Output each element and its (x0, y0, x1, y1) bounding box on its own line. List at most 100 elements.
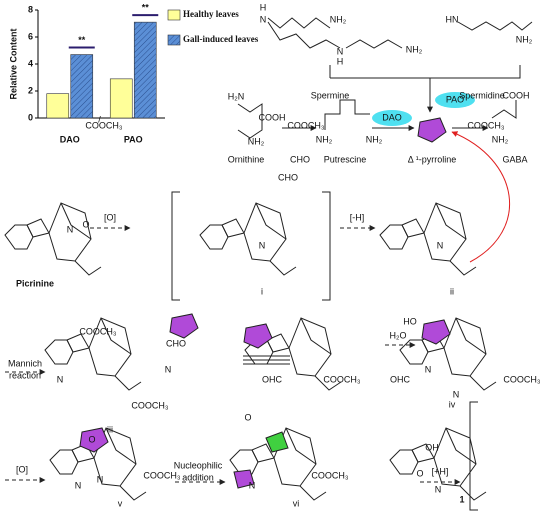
atom-label: COOH (503, 90, 530, 100)
label: 1 (459, 494, 464, 504)
enzyme-bubble (435, 92, 475, 108)
label: iv (449, 399, 456, 409)
label: v (118, 498, 123, 508)
spermine-chain (345, 39, 403, 49)
label: [+H] (432, 466, 449, 476)
atom-label: CHO (290, 154, 310, 164)
atom-label: NH₂ (492, 134, 509, 144)
atom-label: N (57, 374, 64, 384)
annotation: ** (142, 3, 150, 13)
atom-label: N (425, 364, 432, 374)
atom-label: N (435, 484, 442, 494)
atom-label: COOCH₃ (143, 470, 180, 480)
atom-label: CHO (278, 172, 298, 182)
atom-label: H (260, 2, 267, 12)
label: Putrescine (324, 154, 367, 164)
label: GABA (502, 154, 527, 164)
atom-label: N (337, 46, 344, 56)
atom-label: COOCH₃ (131, 400, 168, 410)
atom-label: O (88, 434, 95, 444)
pyrroline-ring (243, 323, 273, 349)
pyrroline-ring (417, 117, 447, 143)
atom-label: HO (403, 316, 417, 326)
label: DAO (382, 112, 402, 122)
x-tick-label: DAO (60, 134, 80, 144)
atom-label: COOCH₃ (85, 120, 122, 130)
legend-label: Gall-induced leaves (183, 34, 259, 44)
spermidine-chain (457, 21, 533, 31)
label: Picrinine (16, 278, 54, 288)
legend-label: Healthy leaves (183, 9, 239, 19)
y-tick-label: 2 (28, 85, 33, 95)
atom-label: OHC (390, 374, 411, 384)
label: Spermine (311, 90, 350, 100)
atom-label: N (67, 224, 74, 234)
bar-hatch (70, 54, 93, 118)
bar (46, 93, 70, 119)
label: Spermidine (459, 90, 505, 100)
atom-label: N (453, 389, 460, 399)
atom-label: OHC (262, 374, 283, 384)
atom-label: COOCH₃ (311, 470, 348, 480)
axis-break: / (98, 114, 101, 124)
bracket (171, 191, 180, 301)
atom-label: COOCH₃ (79, 326, 116, 336)
atom-label: O (416, 468, 423, 478)
atom-label: N (75, 480, 82, 490)
atom-label: N (260, 14, 267, 24)
y-tick-label: 8 (28, 4, 33, 14)
bracket (322, 191, 331, 301)
bracket (469, 401, 478, 511)
legend-swatch (168, 35, 180, 45)
label: [-H] (350, 212, 365, 222)
label: addition (182, 472, 214, 482)
bar-hatch (134, 22, 157, 118)
spermine-chain (267, 17, 331, 29)
enzyme-bubble (372, 110, 412, 126)
atom-label: N (259, 240, 266, 250)
putrescine (324, 99, 370, 130)
atom-label: OH (425, 442, 439, 452)
atom-label: NH₂ (516, 34, 533, 44)
atom-label: O (82, 219, 89, 229)
pyrroline-ring (79, 427, 109, 453)
legend-swatch (167, 9, 181, 21)
pyrroline-ring (169, 313, 199, 339)
atom-label: H (337, 56, 344, 66)
atom-label: COOCH₃ (503, 374, 540, 384)
pyrroline-ring (421, 319, 451, 345)
atom-label: N (165, 364, 172, 374)
structure (379, 202, 477, 276)
x-tick-label: PAO (124, 134, 143, 144)
structures (4, 17, 533, 511)
arrow (330, 65, 521, 79)
atom-label: COOCH₃ (467, 120, 504, 130)
atom-label: NH₂ (316, 134, 333, 144)
new-ring (265, 431, 289, 453)
atom-label: NH₂ (366, 134, 383, 144)
red-arrow (451, 131, 510, 263)
atom-label: COOCH₃ (323, 374, 360, 384)
label: Ornithine (228, 154, 265, 164)
atom-label: COOH (259, 112, 286, 122)
atom-label: N (249, 480, 256, 490)
atom-label: CHO (166, 338, 186, 348)
spermine-chain (267, 21, 341, 49)
label: vi (293, 498, 300, 508)
label: Δ ¹-pyrroline (408, 154, 457, 164)
y-tick-label: 4 (28, 58, 33, 68)
atom-label: N (437, 240, 444, 250)
y-tick-label: 6 (28, 31, 33, 41)
pyrroline-ring (233, 469, 255, 489)
label: [O] (104, 212, 116, 222)
atom-label: NH₂ (330, 14, 347, 24)
label: iii (107, 424, 113, 434)
annotation: ** (78, 35, 86, 45)
atom-label: N (97, 474, 104, 484)
structure (199, 202, 297, 276)
atom-label: O (244, 412, 251, 422)
structure (4, 202, 102, 276)
atom-label: NH₂ (248, 136, 265, 146)
y-tick-label: 0 (28, 112, 33, 122)
